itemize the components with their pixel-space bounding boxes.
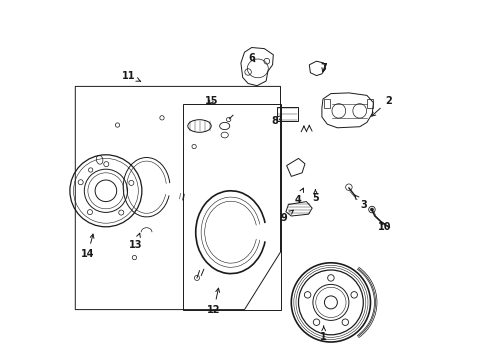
Bar [366, 99, 373, 108]
Text: 12: 12 [207, 288, 220, 315]
Text: 11: 11 [122, 71, 141, 81]
Text: 10: 10 [377, 222, 391, 232]
Text: 6: 6 [248, 53, 255, 63]
Bar [276, 107, 298, 121]
Text: 15: 15 [204, 96, 218, 106]
Text: 4: 4 [294, 188, 303, 205]
Text: 7: 7 [320, 63, 326, 73]
Circle shape [370, 208, 373, 211]
Bar [183, 104, 280, 310]
Text: 9: 9 [280, 210, 293, 223]
Bar [323, 99, 329, 108]
Text: 14: 14 [81, 234, 95, 259]
Text: 2: 2 [371, 96, 391, 116]
Text: 5: 5 [311, 190, 318, 203]
Text: 8: 8 [271, 116, 281, 126]
Text: 13: 13 [129, 233, 142, 250]
Text: 3: 3 [354, 195, 366, 210]
Text: 1: 1 [320, 326, 326, 342]
